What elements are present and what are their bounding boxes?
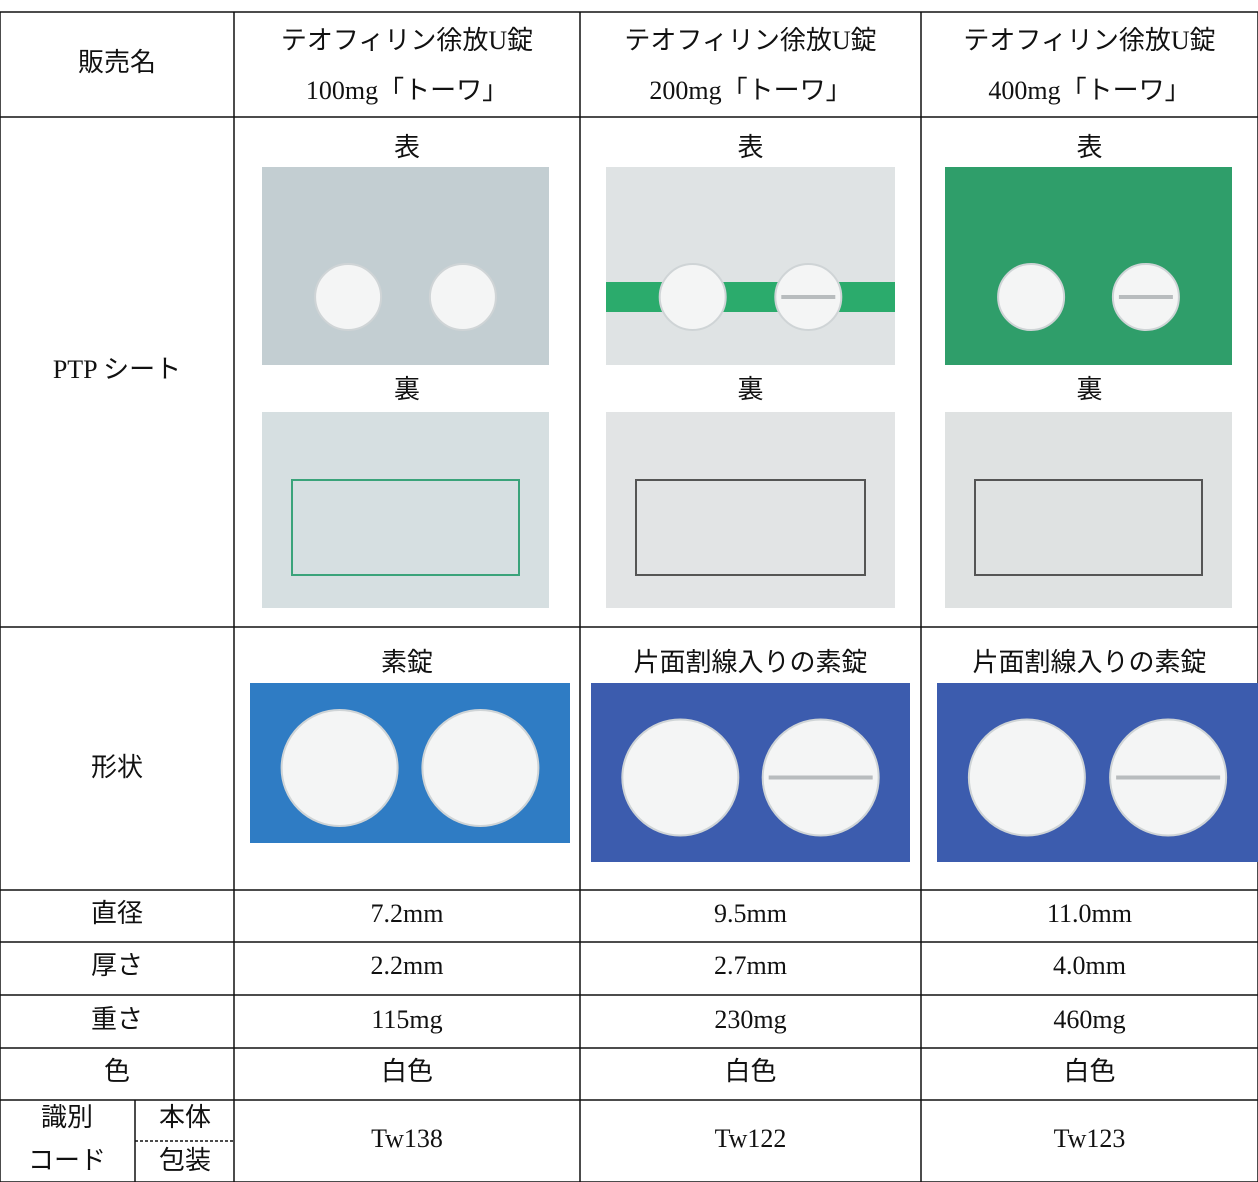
color: 白色 — [1063, 1057, 1115, 1086]
ptp-front-image — [945, 167, 1232, 365]
row-label: PTP シート — [53, 355, 181, 384]
row-label: 本体 — [159, 1103, 211, 1132]
ptp-front-label: 表 — [1076, 133, 1102, 162]
ptp-band — [945, 282, 1232, 312]
pill — [621, 718, 740, 837]
product-name: 200mg「トーワ」 — [649, 76, 851, 105]
pill — [428, 263, 497, 331]
ptp-back-label: 裏 — [737, 375, 763, 404]
pill — [658, 263, 727, 331]
ptp-front-image — [262, 167, 549, 365]
thickness: 2.2mm — [371, 951, 444, 980]
id-code: Tw138 — [371, 1124, 443, 1153]
color: 白色 — [724, 1057, 776, 1086]
shape-label: 素錠 — [381, 648, 433, 677]
row-label: 形状 — [91, 753, 143, 782]
ptp-band — [606, 282, 895, 312]
product-name: テオフィリン徐放U錠 — [624, 26, 876, 55]
diameter: 9.5mm — [714, 899, 787, 928]
id-code: Tw122 — [715, 1124, 787, 1153]
row-label: 包装 — [159, 1146, 211, 1175]
ptp-back-panel — [291, 479, 520, 576]
ptp-back-label: 裏 — [394, 375, 420, 404]
weight: 460mg — [1053, 1005, 1125, 1034]
pill — [421, 709, 540, 827]
row-label: 色 — [104, 1057, 130, 1086]
row-label: 厚さ — [91, 951, 143, 980]
pill — [967, 718, 1086, 837]
color: 白色 — [381, 1057, 433, 1086]
weight: 230mg — [714, 1005, 786, 1034]
ptp-front-label: 表 — [737, 133, 763, 162]
ptp-band — [262, 282, 549, 312]
diameter: 11.0mm — [1047, 899, 1132, 928]
pill — [280, 709, 399, 827]
row-label: 識別 — [41, 1103, 93, 1132]
shape-label: 片面割線入りの素錠 — [633, 648, 867, 677]
product-name: テオフィリン徐放U錠 — [281, 26, 533, 55]
ptp-back-image — [945, 412, 1232, 608]
ptp-front-label: 表 — [394, 133, 420, 162]
id-code: Tw123 — [1054, 1124, 1126, 1153]
row-label: 重さ — [91, 1005, 143, 1034]
row-label: 直径 — [91, 899, 143, 928]
product-name: テオフィリン徐放U錠 — [963, 26, 1215, 55]
ptp-back-label: 裏 — [1076, 375, 1102, 404]
thickness: 4.0mm — [1053, 951, 1126, 980]
ptp-front-image — [606, 167, 895, 365]
ptp-back-panel — [974, 479, 1203, 576]
product-name: 400mg「トーワ」 — [988, 76, 1190, 105]
ptp-back-image — [262, 412, 549, 608]
thickness: 2.7mm — [714, 951, 787, 980]
weight: 115mg — [371, 1005, 442, 1034]
diameter: 7.2mm — [371, 899, 444, 928]
pill — [314, 263, 383, 331]
row-label: 販売名 — [78, 48, 156, 77]
product-name: 100mg「トーワ」 — [306, 76, 508, 105]
pill — [997, 263, 1066, 331]
row-label: コード — [28, 1146, 106, 1175]
ptp-back-image — [606, 412, 895, 608]
shape-label: 片面割線入りの素錠 — [972, 648, 1206, 677]
ptp-back-panel — [635, 479, 866, 576]
